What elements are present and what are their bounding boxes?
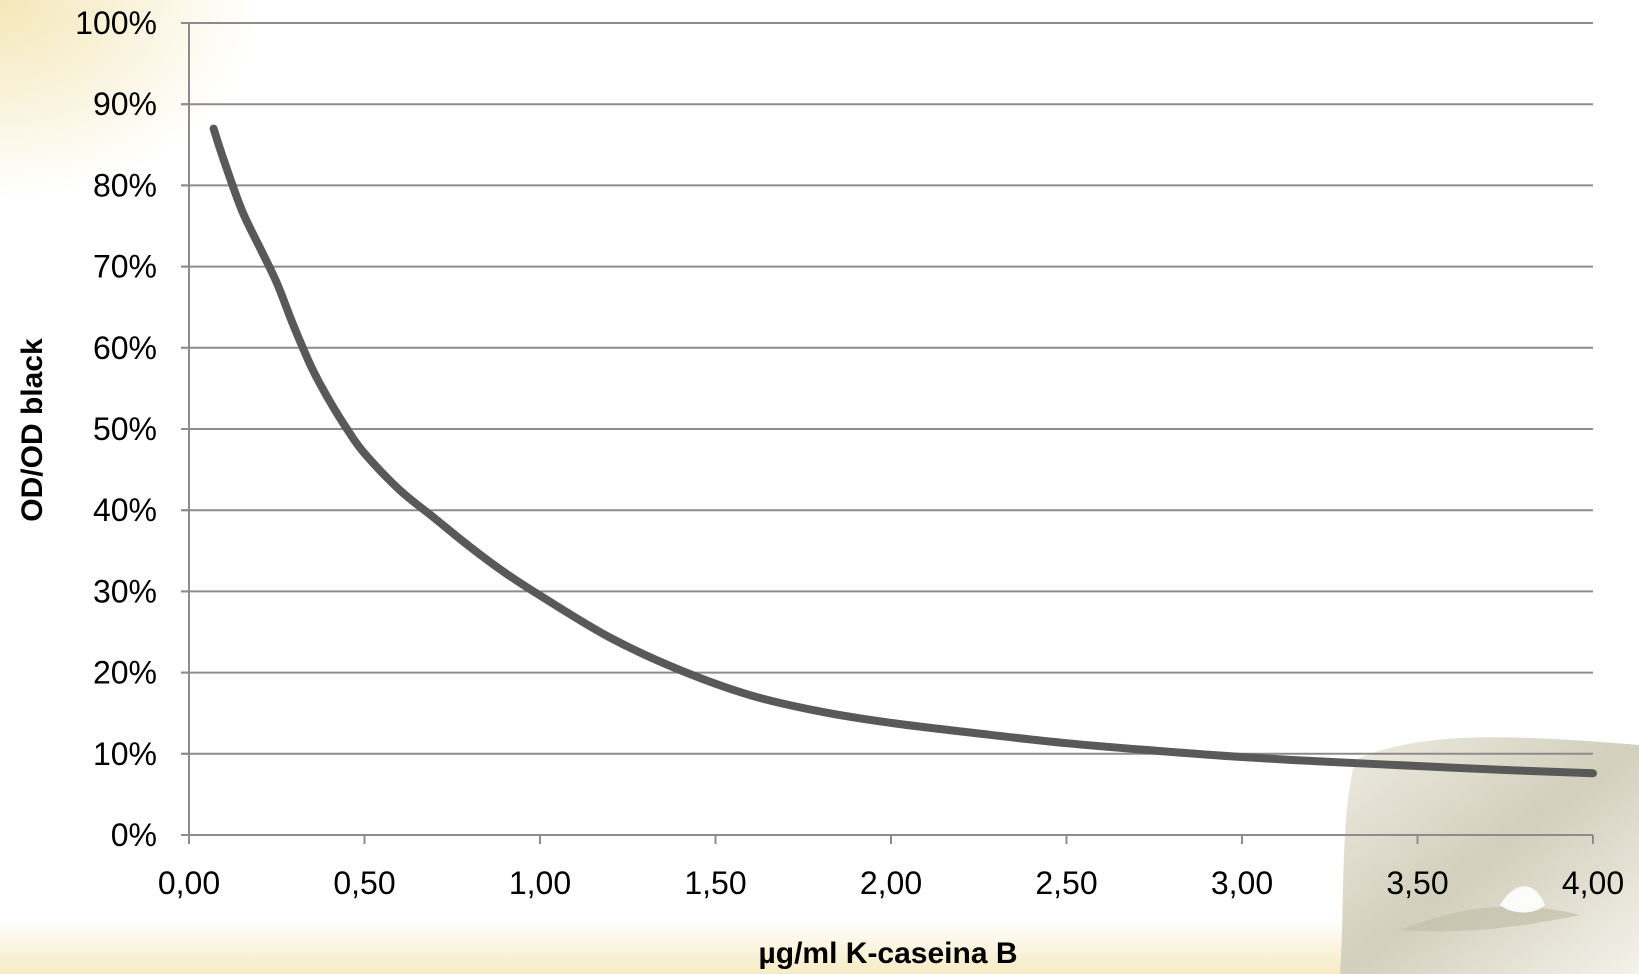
- x-tick-label: 4,00: [1562, 865, 1624, 901]
- y-axis-title: OD/OD black: [16, 338, 49, 522]
- x-tick-label: 0,00: [158, 865, 220, 901]
- x-tick-label: 2,00: [860, 865, 922, 901]
- x-tick-label: 1,50: [684, 865, 746, 901]
- y-tick-label: 80%: [93, 167, 157, 203]
- y-tick-label: 40%: [93, 492, 157, 528]
- y-tick-label: 0%: [111, 817, 157, 853]
- y-tick-label: 50%: [93, 411, 157, 447]
- x-tick-label: 0,50: [333, 865, 395, 901]
- x-tick-label: 3,50: [1386, 865, 1448, 901]
- milk-splash-decoration: [1340, 737, 1639, 974]
- y-tick-label: 100%: [75, 5, 157, 41]
- gridlines: [181, 22, 1593, 755]
- y-tick-label: 70%: [93, 249, 157, 285]
- x-tick-label: 3,00: [1211, 865, 1273, 901]
- x-axis-title: µg/ml K-caseina B: [758, 937, 1017, 970]
- x-tick-label: 1,00: [509, 865, 571, 901]
- y-axis-tick-labels: 0% 10% 20% 30% 40% 50% 60% 70% 80% 90% 100%: [75, 5, 157, 853]
- x-tick-label: 2,50: [1035, 865, 1097, 901]
- series-line: [209, 124, 1597, 778]
- y-tick-label: 60%: [93, 330, 157, 366]
- y-tick-label: 10%: [93, 736, 157, 772]
- y-tick-label: 30%: [93, 573, 157, 609]
- axes: [181, 22, 1594, 844]
- background-tint-top-left: [0, 0, 260, 200]
- y-tick-label: 20%: [93, 655, 157, 691]
- x-axis-tick-labels: 0,00 0,50 1,00 1,50 2,00 2,50 3,00 3,50 4,00: [158, 865, 1624, 901]
- y-tick-label: 90%: [93, 86, 157, 122]
